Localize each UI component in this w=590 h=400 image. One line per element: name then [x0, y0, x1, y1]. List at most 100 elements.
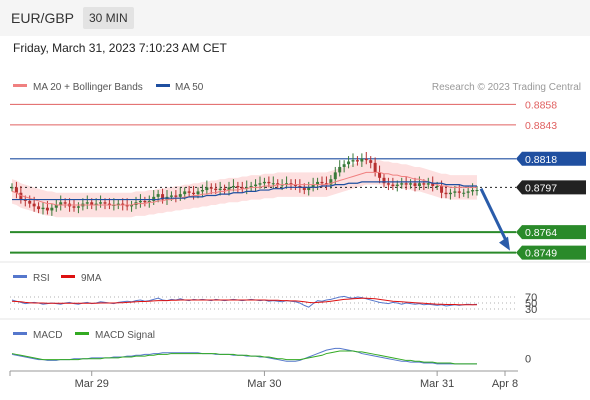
candle-body	[311, 184, 315, 188]
candle-body	[435, 185, 439, 187]
level-label-0.8797: 0.8797	[525, 182, 557, 194]
level-tag-0.8818	[516, 151, 586, 166]
candle-body	[302, 187, 306, 191]
candle-body	[360, 158, 364, 162]
macd-tick-0: 0	[525, 354, 531, 366]
candle-body	[254, 184, 258, 186]
candle-body	[174, 195, 178, 197]
forecast-arrow-head	[499, 236, 510, 251]
candle-body	[240, 187, 244, 189]
candle-body	[156, 194, 160, 197]
candle-body	[28, 200, 32, 204]
candle-body	[289, 183, 293, 185]
candle-body	[285, 183, 289, 185]
candle-body	[37, 206, 41, 210]
candle-body	[475, 190, 479, 192]
candle-body	[14, 187, 18, 193]
rsi-legend: RSI 9MA	[13, 273, 102, 284]
forecast-arrow-shaft	[479, 188, 509, 244]
ma50-legend-label: MA 50	[175, 82, 204, 93]
pair-title: EUR/GBP	[11, 10, 75, 26]
candle-body	[364, 158, 368, 161]
rsi-legend-swatch	[13, 275, 27, 278]
candle-body	[316, 181, 320, 185]
time-tick-label: Mar 31	[420, 378, 454, 390]
candle-body	[236, 185, 240, 188]
macd-line	[11, 347, 477, 365]
ma20-line	[11, 171, 477, 206]
candle-body	[448, 192, 452, 195]
candle-body	[85, 202, 89, 204]
candle-body	[90, 202, 94, 205]
candle-body	[333, 172, 337, 180]
candle-body	[94, 203, 98, 205]
candle-body	[298, 185, 302, 188]
candle-body	[466, 191, 470, 193]
level-tag-0.8764	[516, 225, 586, 240]
candle-body	[453, 191, 457, 193]
ma20-legend-label: MA 20 + Bollinger Bands	[33, 82, 143, 93]
candle-body	[116, 203, 120, 205]
candle-body	[400, 183, 404, 185]
candle-body	[50, 207, 54, 211]
macd-legend-label: MACD	[33, 330, 62, 341]
candle-body	[417, 183, 421, 186]
ma50-legend-swatch	[156, 84, 170, 87]
rsi-9ma-line	[11, 297, 477, 306]
candle-body	[271, 183, 275, 185]
candle-body	[378, 172, 382, 178]
candle-body	[209, 187, 213, 189]
level-label-0.8858: 0.8858	[525, 99, 557, 111]
candle-body	[214, 188, 218, 191]
candle-body	[471, 190, 475, 192]
ma50-line	[12, 181, 477, 201]
candle-body	[307, 187, 311, 191]
candle-body	[103, 202, 107, 204]
candle-body	[413, 183, 417, 186]
candle-body	[457, 191, 461, 193]
level-tag-0.8749	[516, 245, 586, 260]
candle-body	[320, 181, 324, 184]
candle-body	[107, 203, 111, 205]
candle-body	[293, 184, 297, 186]
candle-body	[138, 200, 142, 203]
chart-header: EUR/GBP 30 MIN	[0, 0, 590, 36]
candle-body	[169, 195, 173, 197]
timeframe-button[interactable]: 30 MIN	[83, 7, 134, 29]
macd-signal-legend-swatch	[75, 332, 89, 335]
candle-body	[267, 181, 271, 184]
candle-body	[444, 192, 448, 195]
candle-body	[258, 183, 262, 185]
candle-body	[440, 185, 444, 193]
rsi-legend-label: RSI	[33, 273, 50, 284]
macd-signal-legend-label: MACD Signal	[95, 330, 155, 341]
candle-body	[223, 188, 227, 191]
candle-body	[355, 160, 359, 162]
nine-ma-legend-label: 9MA	[81, 273, 102, 284]
candle-body	[391, 184, 395, 186]
candle-body	[125, 205, 129, 207]
candle-body	[382, 177, 386, 184]
level-tag-0.8797	[516, 180, 586, 195]
candle-body	[192, 192, 196, 195]
time-tick-label: Mar 29	[75, 378, 109, 390]
candle-body	[324, 183, 328, 185]
level-label-0.8843: 0.8843	[525, 120, 557, 132]
candle-body	[54, 205, 58, 208]
candle-body	[218, 188, 222, 191]
level-label-0.8764: 0.8764	[525, 227, 557, 239]
candle-body	[99, 202, 103, 204]
candle-body	[462, 192, 466, 194]
time-tick-label: Apr 8	[492, 378, 518, 390]
candle-body	[183, 191, 187, 195]
timestamp: Friday, March 31, 2023 7:10:23 AM CET	[13, 41, 227, 55]
main-legend: MA 20 + Bollinger Bands MA 50 Research ©…	[13, 82, 581, 93]
candle-body	[404, 183, 408, 185]
candle-body	[351, 160, 355, 162]
candle-body	[231, 185, 235, 188]
candle-body	[152, 196, 156, 201]
candle-body	[431, 183, 435, 186]
candle-body	[19, 192, 23, 200]
